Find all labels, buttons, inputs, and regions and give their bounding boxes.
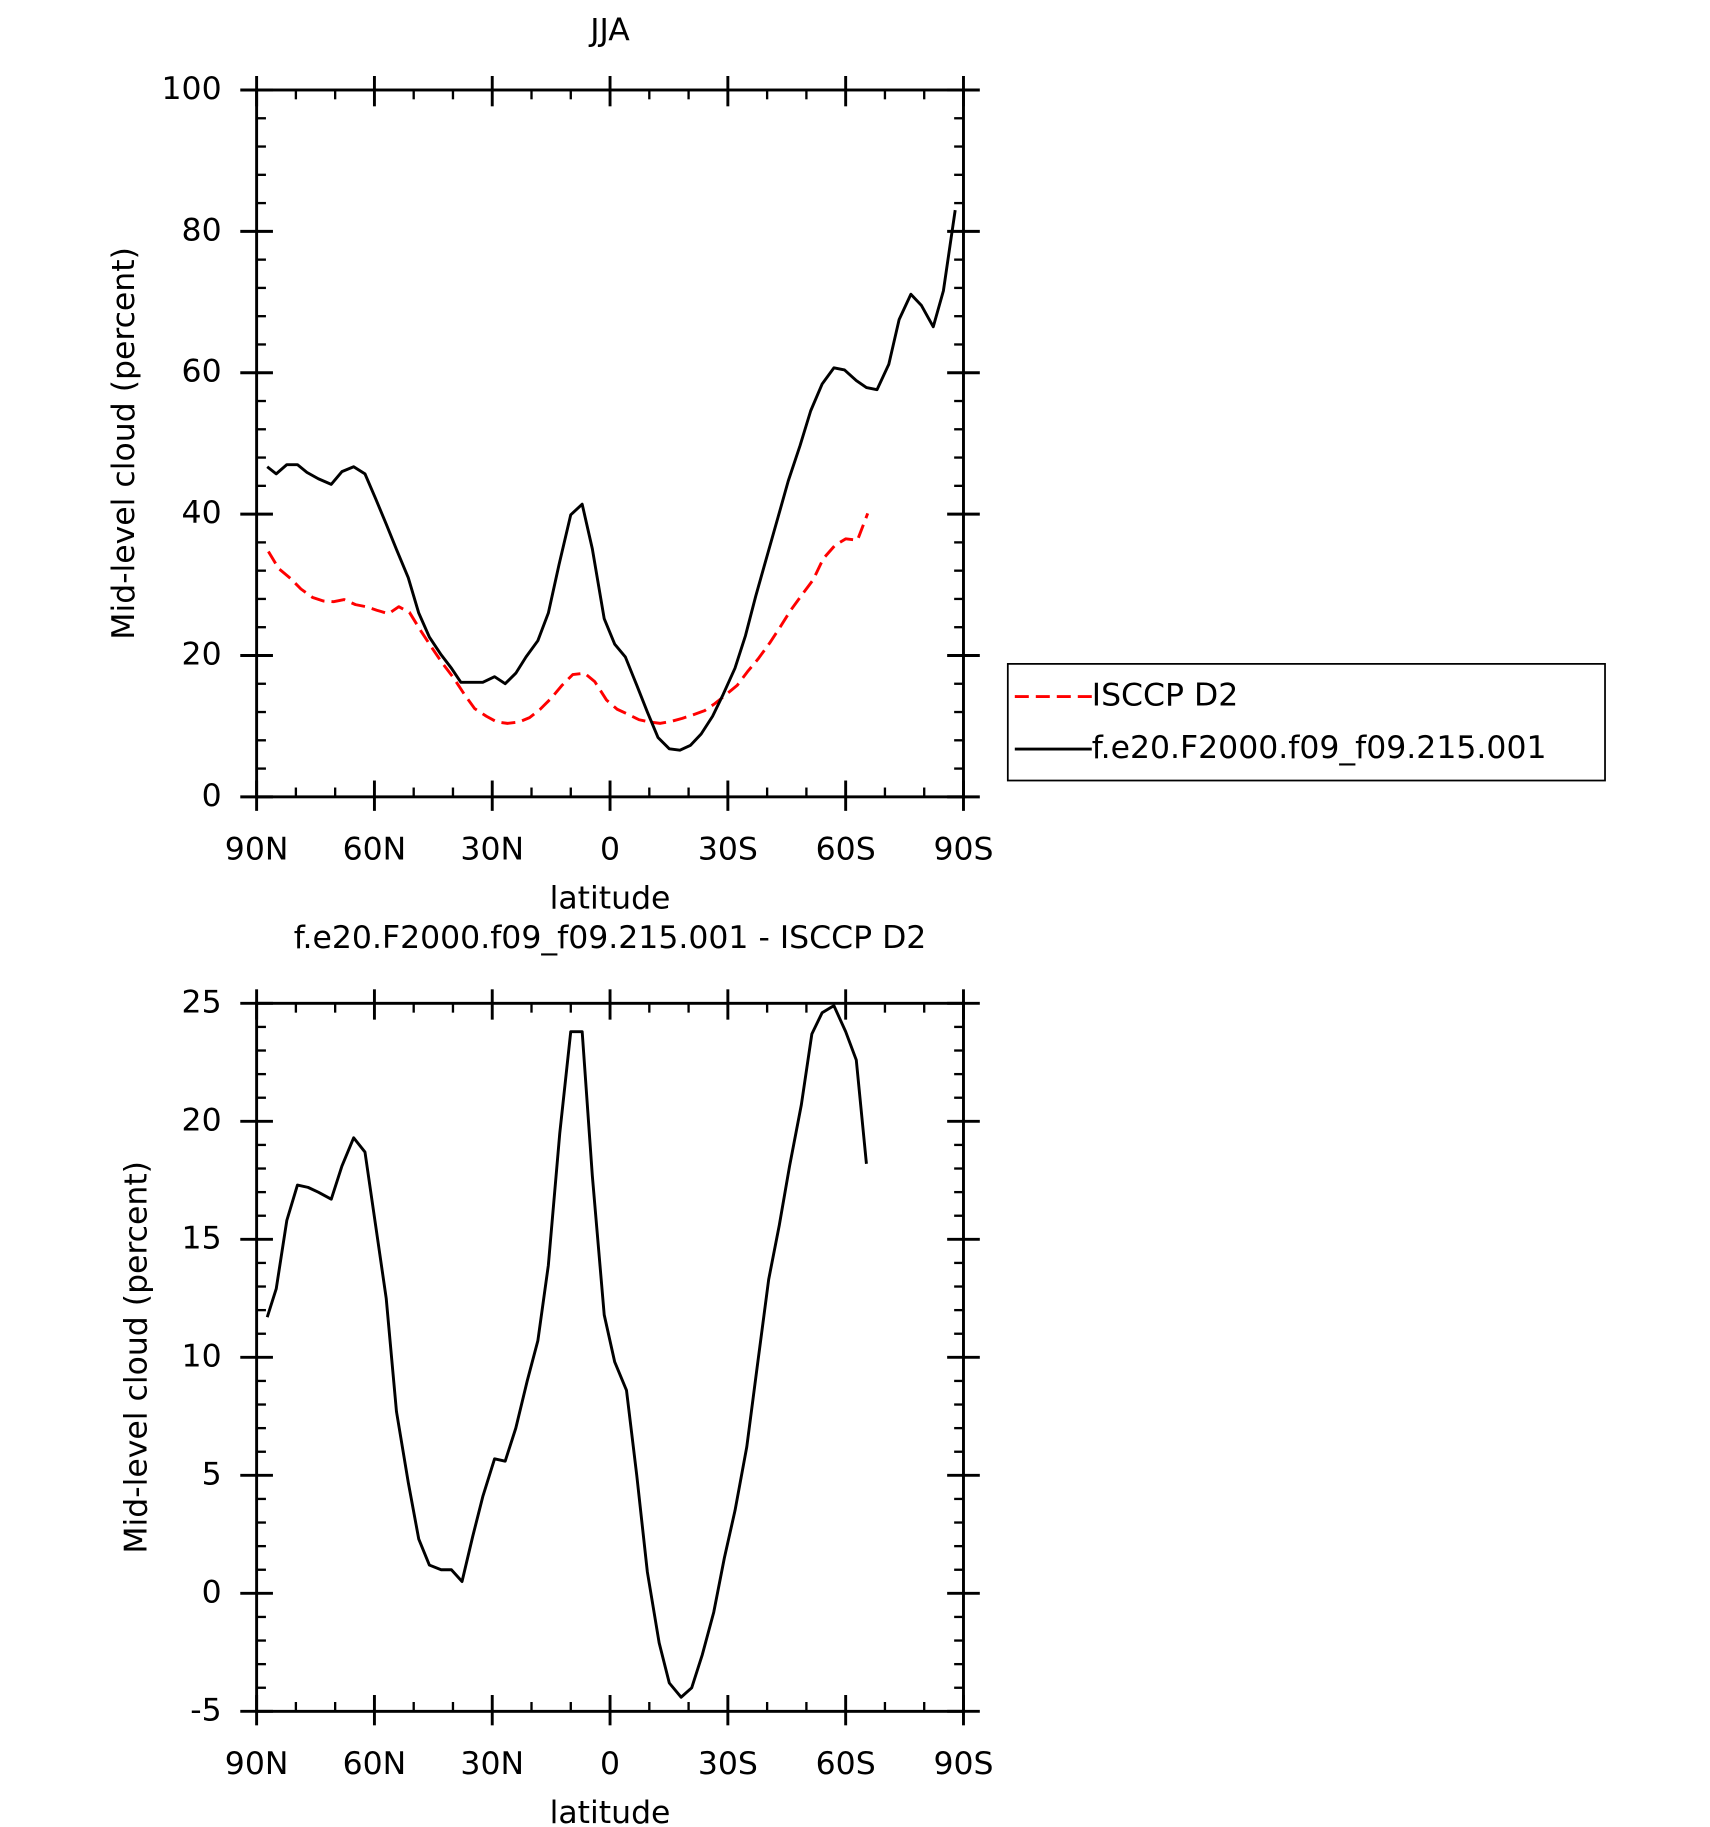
y-tick-label: 25 (182, 984, 222, 1020)
x-axis-label: latitude (550, 1795, 671, 1827)
x-tick-label: 90N (225, 832, 289, 868)
y-axis-label: Mid-level cloud (percent) (119, 1161, 155, 1554)
y-tick-label: 20 (182, 636, 222, 672)
y-tick-label: 15 (182, 1220, 222, 1256)
x-axis-label: latitude (550, 881, 671, 917)
x-tick-label: 30S (698, 1746, 758, 1782)
x-tick-label: 30N (460, 1746, 524, 1782)
plot-frame (255, 1001, 965, 1713)
x-tick-label: 90N (225, 1746, 289, 1782)
y-tick-label: 40 (182, 495, 222, 531)
legend-box (1006, 663, 1606, 782)
x-tick-label: 90S (933, 1746, 993, 1782)
data-line (266, 209, 957, 752)
chart-title: f.e20.F2000.f09_f09.215.001 - ISCCP D2 (294, 920, 927, 956)
y-tick-label: 80 (182, 212, 222, 248)
x-tick-label: 0 (600, 1746, 620, 1782)
data-line (265, 1004, 868, 1699)
y-tick-label: 0 (202, 1574, 222, 1610)
x-tick-label: 60N (343, 832, 407, 868)
chart-title: JJA (588, 13, 630, 49)
y-tick-label: 20 (182, 1102, 222, 1138)
plot-frame (255, 88, 965, 799)
data-line (267, 512, 870, 725)
x-tick-label: 0 (600, 832, 620, 868)
legend-label: f.e20.F2000.f09_f09.215.001 (1092, 730, 1547, 766)
x-tick-label: 60S (816, 832, 876, 868)
y-tick-label: 5 (202, 1456, 222, 1492)
y-tick-label: 60 (182, 354, 222, 390)
x-tick-label: 90S (933, 832, 993, 868)
x-tick-label: 60S (816, 1746, 876, 1782)
y-tick-label: 100 (162, 71, 222, 107)
y-tick-label: 0 (202, 778, 222, 814)
y-tick-label: 10 (182, 1338, 222, 1374)
x-tick-label: 30N (460, 832, 524, 868)
y-tick-label: -5 (190, 1692, 221, 1728)
y-axis-label: Mid-level cloud (percent) (106, 247, 142, 640)
x-tick-label: 60N (343, 1746, 407, 1782)
x-tick-label: 30S (698, 832, 758, 868)
legend-label: ISCCP D2 (1092, 678, 1239, 714)
